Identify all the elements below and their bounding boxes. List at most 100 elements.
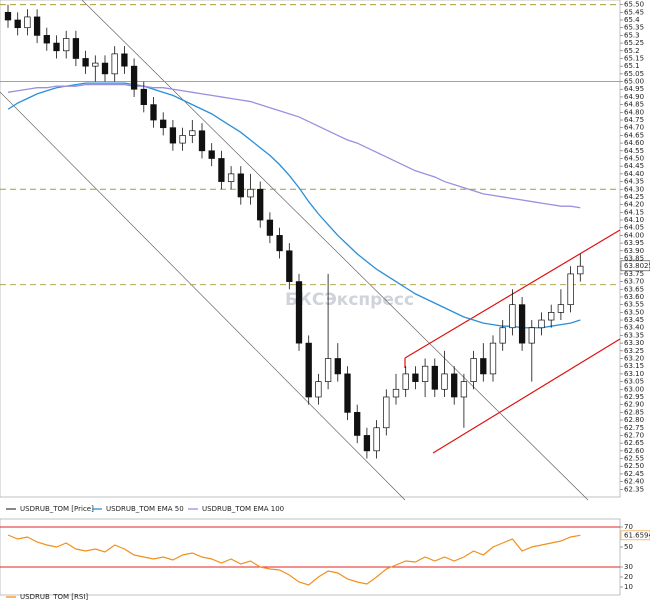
candle-body bbox=[557, 304, 565, 313]
y-tick-label: 65.45 bbox=[624, 8, 644, 16]
candle-body bbox=[140, 88, 147, 105]
candle-body bbox=[402, 373, 409, 390]
candle-body bbox=[470, 358, 477, 382]
y-tick-label: 63.35 bbox=[624, 331, 644, 339]
candle-body bbox=[499, 327, 506, 344]
candle-body bbox=[334, 358, 341, 375]
last-value-label: 61.6594 bbox=[624, 531, 650, 539]
ema-line bbox=[7, 82, 581, 329]
y-tick-label: 63.60 bbox=[624, 293, 644, 301]
candle-body bbox=[441, 373, 448, 390]
y-tick-label: 63.55 bbox=[624, 301, 644, 309]
y-tick-label: 64.15 bbox=[624, 208, 644, 216]
y-tick-label: 64.45 bbox=[624, 162, 644, 170]
candle-body bbox=[130, 65, 138, 90]
legend-label: USDRUB_TOM [Price] bbox=[20, 505, 94, 513]
rsi-line bbox=[7, 534, 581, 586]
legend-label: USDRUB_TOM EMA 100 bbox=[202, 505, 284, 513]
y-tick-label: 63.25 bbox=[624, 347, 644, 355]
candle-body bbox=[92, 62, 99, 67]
last-price-box bbox=[620, 260, 650, 272]
candle-body bbox=[383, 396, 390, 429]
y-tick-label: 65.3 bbox=[624, 31, 640, 39]
last-value-box bbox=[620, 530, 650, 541]
y-tick-label: 64.10 bbox=[624, 216, 644, 224]
candle-body bbox=[150, 104, 157, 121]
y-tick-label: 63.75 bbox=[624, 270, 644, 278]
y-tick-label: 62.65 bbox=[624, 439, 644, 447]
y-tick-label: 62.55 bbox=[624, 455, 644, 463]
y-tick-label: 63.85 bbox=[624, 255, 644, 263]
candle-body bbox=[344, 373, 351, 413]
candle-body bbox=[363, 435, 371, 452]
y-tick-label: 65.25 bbox=[624, 39, 644, 47]
legend-label: USDRUB_TOM EMA 50 bbox=[106, 505, 184, 513]
y-tick-label: 63.65 bbox=[624, 285, 644, 293]
candle-body bbox=[276, 235, 283, 252]
candle-body bbox=[179, 135, 186, 144]
y-tick-label: 65.00 bbox=[624, 78, 644, 86]
rsi-panel bbox=[0, 518, 621, 596]
y-tick-label: 63.90 bbox=[624, 247, 644, 255]
y-tick-label: 65.2 bbox=[624, 47, 640, 55]
y-tick-label: 64.50 bbox=[624, 154, 644, 162]
y-tick-label: 62.50 bbox=[624, 462, 644, 470]
y-tick-label: 64.20 bbox=[624, 201, 644, 209]
y-tick-label: 20 bbox=[624, 573, 633, 581]
candle-body bbox=[111, 53, 118, 75]
candle-body bbox=[431, 365, 438, 390]
candle-body bbox=[121, 53, 128, 67]
candle-body bbox=[169, 127, 177, 144]
y-tick-label: 63.10 bbox=[624, 370, 644, 378]
y-tick-label: 65.50 bbox=[624, 1, 644, 9]
y-tick-label: 64.65 bbox=[624, 131, 644, 139]
candle-body bbox=[63, 38, 70, 52]
y-tick-label: 64.30 bbox=[624, 185, 644, 193]
y-tick-label: 62.60 bbox=[624, 447, 644, 455]
y-tick-label: 62.40 bbox=[624, 478, 644, 486]
watermark: БКСЭкспресс bbox=[285, 290, 414, 310]
y-tick-label: 64.70 bbox=[624, 124, 644, 132]
y-tick-label: 62.85 bbox=[624, 408, 644, 416]
y-tick-label: 64.00 bbox=[624, 231, 644, 239]
candle-body bbox=[538, 319, 545, 329]
y-tick-label: 63.50 bbox=[624, 308, 644, 316]
y-tick-label: 64.40 bbox=[624, 170, 644, 178]
y-tick-label: 63.00 bbox=[624, 385, 644, 393]
y-tick-label: 65.05 bbox=[624, 70, 644, 78]
y-tick-label: 30 bbox=[624, 563, 633, 571]
last-price-label: 63.8025 bbox=[624, 262, 650, 270]
candle-body bbox=[189, 130, 196, 136]
y-tick-label: 64.35 bbox=[624, 178, 644, 186]
candle-body bbox=[14, 19, 21, 29]
y-tick-label: 62.45 bbox=[624, 470, 644, 478]
y-tick-label: 63.45 bbox=[624, 316, 644, 324]
candle-body bbox=[480, 358, 487, 375]
y-tick-label: 63.40 bbox=[624, 324, 644, 332]
y-tick-label: 63.95 bbox=[624, 239, 644, 247]
candle-body bbox=[528, 327, 535, 344]
candle-body bbox=[421, 365, 429, 382]
candle-body bbox=[208, 150, 215, 159]
y-tick-label: 64.95 bbox=[624, 85, 644, 93]
candle-body bbox=[286, 250, 293, 282]
trend-line bbox=[81, 0, 589, 501]
y-tick-label: 65.15 bbox=[624, 54, 644, 62]
candle-body bbox=[451, 373, 458, 398]
y-tick-label: 63.15 bbox=[624, 362, 644, 370]
candle-body bbox=[43, 35, 50, 44]
candle-body bbox=[24, 16, 31, 29]
trend-line bbox=[0, 91, 406, 501]
candle-body bbox=[489, 342, 497, 375]
candle-body bbox=[237, 173, 244, 198]
y-tick-label: 70 bbox=[624, 523, 633, 531]
y-tick-label: 62.80 bbox=[624, 416, 644, 424]
candle-body bbox=[266, 219, 274, 236]
candle-body bbox=[315, 381, 322, 398]
candle-body bbox=[412, 373, 419, 382]
y-tick-label: 10 bbox=[624, 583, 633, 591]
y-tick-label: 65.4 bbox=[624, 16, 640, 24]
candle-body bbox=[548, 312, 555, 321]
candle-body bbox=[460, 381, 468, 398]
candle-body bbox=[160, 119, 167, 129]
